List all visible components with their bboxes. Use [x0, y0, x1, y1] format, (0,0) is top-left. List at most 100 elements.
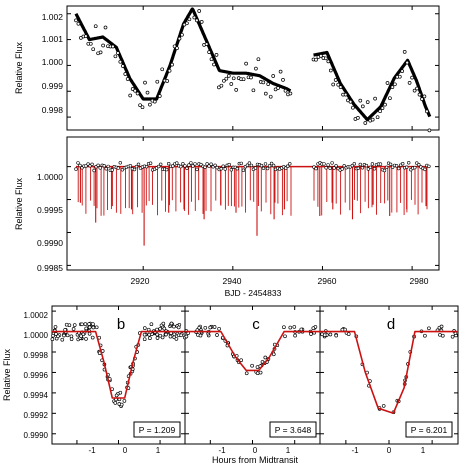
top-flux-point: [360, 104, 365, 109]
middle-flux-point: [219, 167, 223, 171]
middle-flux-point: [423, 167, 427, 172]
middle-flux-point: [259, 163, 264, 168]
panel-c-flux-point: [255, 371, 260, 376]
top-flux-point: [167, 68, 172, 73]
middle-panel-frame: [66, 136, 440, 271]
panel-c-flux-point: [208, 325, 213, 330]
middle-flux-point: [245, 163, 250, 167]
top-flux-point: [271, 74, 276, 78]
middle-flux-point: [221, 164, 225, 168]
middle-flux-point: [110, 168, 115, 172]
top-flux-point: [380, 106, 385, 110]
panel-b-flux-point: [84, 326, 89, 331]
panel-c-flux-point: [197, 325, 202, 330]
panel-b-flux-point: [176, 325, 181, 330]
panel-b-flux-point: [122, 399, 127, 403]
panel-b-flux-point: [81, 332, 86, 337]
panel-b-flux-point: [160, 335, 165, 340]
middle-flux-point: [427, 164, 431, 169]
middle-ytick-label: 0.9995: [37, 205, 63, 215]
top-flux-point: [130, 87, 135, 91]
middle-flux-point: [102, 164, 106, 168]
middle-flux-point: [368, 165, 373, 170]
middle-flux-point: [157, 164, 161, 169]
middle-flux-point: [185, 166, 189, 171]
top-flux-point: [276, 86, 280, 90]
top-flux-point: [197, 9, 202, 13]
middle-flux-point: [191, 164, 195, 168]
top-flux-point: [148, 102, 152, 107]
middle-flux-point: [120, 168, 125, 172]
top-flux-point: [425, 109, 429, 114]
panel-d-period-box: [405, 421, 453, 438]
top-flux-point: [402, 50, 407, 54]
middle-flux-point: [223, 167, 227, 171]
bottom-y-axis-title: Relative Flux: [2, 348, 12, 401]
panel-c-flux-point: [239, 358, 244, 363]
top-flux-point: [103, 25, 108, 30]
top-flux-point: [194, 18, 199, 23]
panel-b-flux-point: [172, 332, 177, 337]
middle-flux-point: [390, 165, 395, 169]
top-flux-point: [125, 77, 130, 81]
middle-xtick-label: 2980: [410, 276, 429, 286]
middle-flux-point: [74, 167, 78, 171]
panel-b-period-box: [133, 421, 181, 438]
middle-flux-point: [267, 164, 272, 168]
top-flux-point: [185, 21, 189, 26]
top-flux-point: [326, 59, 331, 64]
middle-flux-point: [334, 164, 338, 168]
middle-flux-point: [360, 166, 365, 170]
top-flux-point: [256, 57, 261, 62]
panel-b-flux-point: [90, 335, 95, 340]
chart-marks: [50, 6, 458, 444]
panel-b-xtick-label: -1: [88, 446, 96, 455]
panel-d-label: d: [387, 316, 395, 333]
panel-b-flux-point: [148, 336, 152, 341]
top-flux-point: [254, 66, 258, 71]
top-flux-point: [231, 76, 236, 81]
top-flux-point: [111, 44, 115, 49]
panel-c-flux-point: [217, 326, 221, 331]
middle-flux-point: [322, 162, 326, 166]
top-flux-point: [351, 105, 355, 110]
middle-flux-point: [106, 164, 110, 169]
top-flux-point: [283, 88, 288, 93]
top-ytick-label: 0.999: [42, 81, 64, 91]
top-flux-point: [88, 41, 93, 46]
panel-b-flux-point: [56, 334, 60, 339]
top-flux-point: [135, 91, 140, 96]
top-flux-point: [101, 43, 105, 48]
middle-flux-point: [179, 164, 183, 169]
panel-b-flux-point: [94, 325, 99, 330]
middle-flux-point: [372, 167, 377, 171]
panel-b-period: P = 1.209: [139, 425, 176, 435]
top-flux-point: [390, 85, 395, 89]
middle-y-axis-title: Relative Flux: [14, 177, 24, 230]
top-flux-point: [373, 96, 377, 101]
panel-c-label: c: [252, 316, 260, 333]
middle-flux-point: [207, 164, 211, 168]
panel-c-flux-point: [293, 333, 297, 338]
panel-d-flux-point: [328, 332, 333, 337]
top-flux-point: [160, 67, 165, 72]
panel-b-flux-point: [91, 325, 96, 330]
middle-flux-point: [195, 167, 199, 172]
top-flux-point: [219, 83, 224, 88]
top-flux-point: [187, 17, 192, 22]
top-flux-point: [209, 57, 214, 62]
middle-ytick-label: 0.9990: [37, 238, 63, 248]
top-flux-point: [375, 115, 380, 120]
panel-c-flux-point: [184, 334, 189, 339]
top-flux-point: [217, 85, 221, 90]
middle-flux-point: [235, 167, 240, 171]
middle-x-axis-title: BJD - 2454833: [225, 288, 282, 298]
top-flux-point: [93, 24, 98, 29]
panel-b-flux-point: [84, 337, 88, 341]
top-ytick-label: 1.002: [42, 12, 64, 22]
panel-b-flux-point: [113, 401, 118, 405]
panel-b-flux-point: [168, 334, 173, 339]
top-flux-point: [410, 75, 414, 80]
top-flux-point: [244, 61, 248, 66]
